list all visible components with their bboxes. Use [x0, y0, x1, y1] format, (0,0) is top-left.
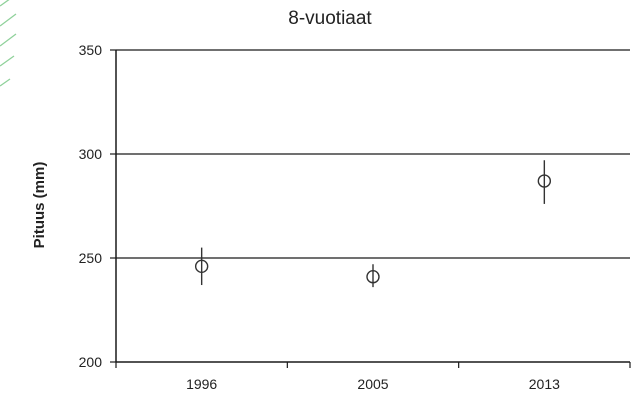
decorative-stripes [0, 0, 17, 87]
x-tick-label-2005: 2005 [357, 376, 388, 392]
data-point-1996 [194, 259, 209, 274]
axes [115, 50, 630, 363]
y-tick-label-300: 300 [79, 146, 103, 162]
y-tick-label-350: 350 [79, 42, 103, 58]
x-axis-ticks: 1996 2005 2013 [115, 362, 631, 392]
y-axis-ticks: 200 250 300 350 [79, 42, 116, 370]
y-tick-label-200: 200 [79, 354, 103, 370]
y-tick-label-250: 250 [79, 250, 103, 266]
data-points [194, 160, 552, 288]
gridlines [116, 49, 630, 259]
chart-title: 8-vuotiaat [288, 8, 372, 29]
data-point-2005 [366, 270, 380, 284]
x-tick-label-1996: 1996 [186, 376, 217, 392]
data-point-2013 [537, 174, 552, 188]
y-axis-label: Pituus (mm) [31, 162, 48, 249]
x-tick-label-2013: 2013 [529, 376, 560, 392]
